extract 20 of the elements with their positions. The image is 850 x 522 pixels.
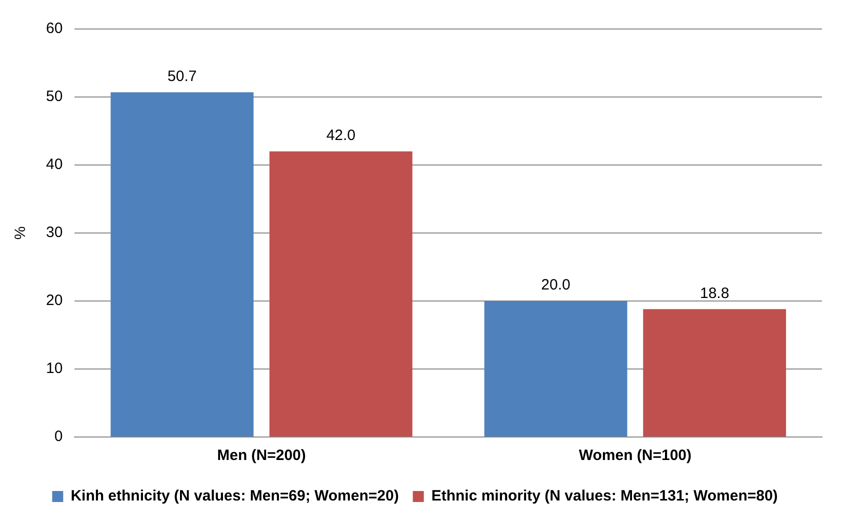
- bar: [484, 301, 628, 436]
- x-tick-label: Men (N=200): [217, 447, 306, 464]
- y-tick-label: 30: [46, 224, 63, 242]
- data-label: 20.0: [541, 276, 570, 294]
- data-label: 50.7: [168, 68, 197, 85]
- y-tick-label: 10: [46, 360, 63, 378]
- data-label: 42.0: [326, 127, 356, 144]
- bar: [643, 309, 786, 436]
- x-tick-label: Women (N=100): [578, 447, 692, 464]
- y-tick-label: 0: [54, 428, 63, 446]
- y-axis-title: %: [12, 226, 30, 240]
- y-tick-label: 60: [46, 20, 63, 38]
- y-tick-label: 20: [46, 292, 63, 310]
- data-label: 18.8: [700, 284, 730, 302]
- legend-label: Ethnic minority (N values: Men=131; Women=80): [431, 488, 778, 505]
- bar: [110, 92, 254, 436]
- bar: [269, 151, 412, 436]
- y-tick-label: 50: [46, 88, 63, 106]
- y-tick-label: 40: [46, 156, 63, 174]
- legend-label: Kinh ethnicity (N values: Men=69; Women=20): [70, 488, 399, 505]
